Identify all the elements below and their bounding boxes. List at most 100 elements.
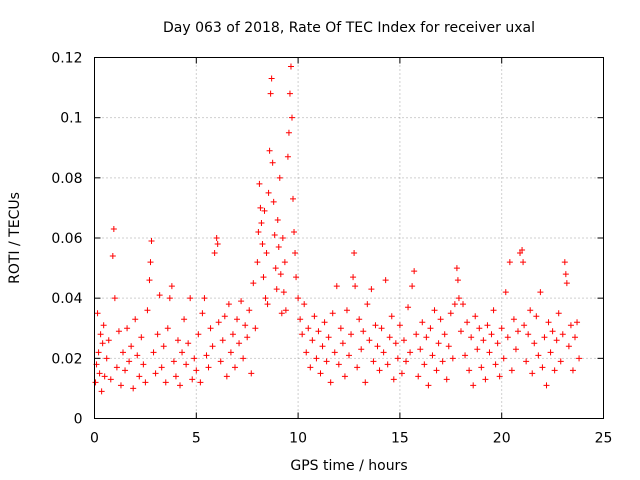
data-point [309,337,316,344]
data-point [168,283,175,290]
data-point [156,292,163,299]
data-point [94,310,101,317]
data-point [529,370,536,377]
x-tick-label: 5 [192,431,201,447]
data-point [293,274,300,281]
data-point [350,274,357,281]
data-point [281,259,288,266]
data-point [256,180,263,187]
data-point [400,337,407,344]
data-point [364,301,371,308]
data-point [225,301,232,308]
data-point [403,358,410,365]
data-point [140,361,147,368]
data-point [277,271,284,278]
data-point [335,361,342,368]
data-point [291,228,298,235]
data-point [427,325,434,332]
data-point [132,316,139,323]
data-point [113,364,120,371]
x-axis-label: GPS time / hours [290,458,407,474]
data-point [234,316,241,323]
data-point [433,367,440,374]
data-point [297,316,304,323]
data-point [268,75,275,82]
data-point [551,367,558,374]
data-point [331,349,338,356]
data-point [305,325,312,332]
data-point [413,331,420,338]
data-point [492,361,499,368]
data-point [388,313,395,320]
data-point [99,340,106,347]
data-point [535,352,542,359]
data-point [257,204,264,211]
data-point [372,322,379,329]
x-tick-label: 20 [493,431,511,447]
data-point [290,195,297,202]
data-point [284,153,291,160]
data-point [510,316,517,323]
data-point [269,159,276,166]
data-point [254,259,261,266]
y-tick-label: 0.1 [60,111,82,127]
data-point [236,340,243,347]
data-point [317,370,324,377]
data-point [181,316,188,323]
data-point [201,295,208,302]
data-point [478,364,485,371]
data-point [313,355,320,362]
data-point [170,358,177,365]
data-point [240,355,247,362]
data-point [366,337,373,344]
x-tick-label: 0 [90,431,99,447]
data-point [470,382,477,389]
data-point [407,349,414,356]
data-point [553,337,560,344]
data-point [380,349,387,356]
data-point [325,334,332,341]
data-point [195,331,202,338]
data-point [368,286,375,293]
data-point [144,307,151,314]
data-point [295,295,302,302]
data-point [209,343,216,350]
data-point [148,238,155,245]
data-point [476,325,483,332]
data-point [215,319,222,326]
data-point [95,349,102,356]
data-point [514,328,521,335]
data-point [136,373,143,380]
data-point [273,286,280,293]
data-point [248,370,255,377]
data-point [464,319,471,326]
data-point [537,289,544,296]
data-point [539,364,546,371]
data-point [303,349,310,356]
data-point [223,373,230,380]
data-point [115,328,122,335]
data-point [405,304,412,311]
data-point [299,331,306,338]
data-point [425,382,432,389]
data-point [557,358,564,365]
data-point [488,331,495,338]
data-point [417,346,424,353]
data-point [547,349,554,356]
data-point [122,367,129,374]
data-point [100,322,107,329]
data-point [462,352,469,359]
data-point [512,346,519,353]
y-tick-label: 0.02 [51,351,82,367]
data-point [238,298,245,305]
data-point [266,147,273,154]
data-point [242,322,249,329]
data-point [449,355,456,362]
data-point [166,295,173,302]
data-point [496,373,503,380]
data-point [523,358,530,365]
data-point [441,331,448,338]
data-point [474,346,481,353]
data-point [445,343,452,350]
data-point [431,307,438,314]
